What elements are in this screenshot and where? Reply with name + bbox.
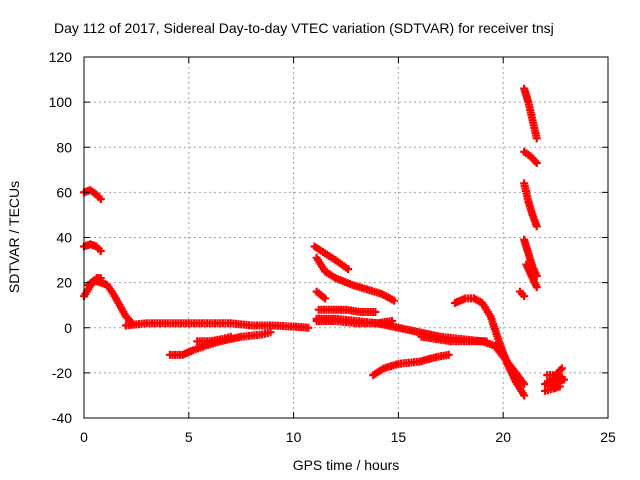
x-tick-label: 0 <box>80 429 88 445</box>
x-tick-label: 20 <box>495 429 511 445</box>
x-tick-label: 5 <box>185 429 193 445</box>
chart-title: Day 112 of 2017, Sidereal Day-to-day VTE… <box>54 20 554 36</box>
data-point <box>520 391 529 400</box>
data-point <box>96 195 105 204</box>
x-tick-label: 10 <box>286 429 302 445</box>
data-point <box>444 350 453 359</box>
axis-ticks: 0 5 10 15 20 25 -40 -20 0 20 40 60 80 100 120 <box>49 49 616 445</box>
data-point <box>532 159 541 168</box>
data-point <box>532 134 541 143</box>
y-tick-label: 20 <box>56 275 72 291</box>
data-point <box>520 380 529 389</box>
data-point <box>482 337 491 346</box>
data-point <box>266 328 275 337</box>
y-tick-label: 0 <box>64 320 72 336</box>
data-point <box>371 307 380 316</box>
data-point <box>532 283 541 292</box>
data-point <box>321 294 330 303</box>
data-point <box>390 296 399 305</box>
data-point <box>226 332 235 341</box>
y-axis-label: SDTVAR / TECUs <box>6 181 22 293</box>
x-axis-label: GPS time / hours <box>293 457 400 473</box>
y-tick-label: 100 <box>49 94 73 110</box>
data-point <box>559 375 568 384</box>
x-tick-label: 25 <box>600 429 616 445</box>
x-tick-label: 15 <box>391 429 407 445</box>
data-point <box>532 222 541 231</box>
y-tick-label: 60 <box>56 184 72 200</box>
y-tick-label: -40 <box>52 410 72 426</box>
y-tick-label: 40 <box>56 230 72 246</box>
y-tick-label: -20 <box>52 365 72 381</box>
data-point <box>557 364 566 373</box>
data-point <box>96 247 105 256</box>
data-point <box>304 323 313 332</box>
data-point <box>344 265 353 274</box>
data-points <box>80 84 568 400</box>
data-point <box>520 292 529 301</box>
y-tick-label: 120 <box>49 49 73 65</box>
y-tick-label: 80 <box>56 139 72 155</box>
